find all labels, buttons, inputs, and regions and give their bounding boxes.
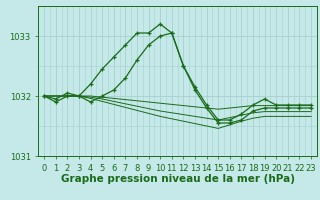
X-axis label: Graphe pression niveau de la mer (hPa): Graphe pression niveau de la mer (hPa) [60, 174, 295, 184]
